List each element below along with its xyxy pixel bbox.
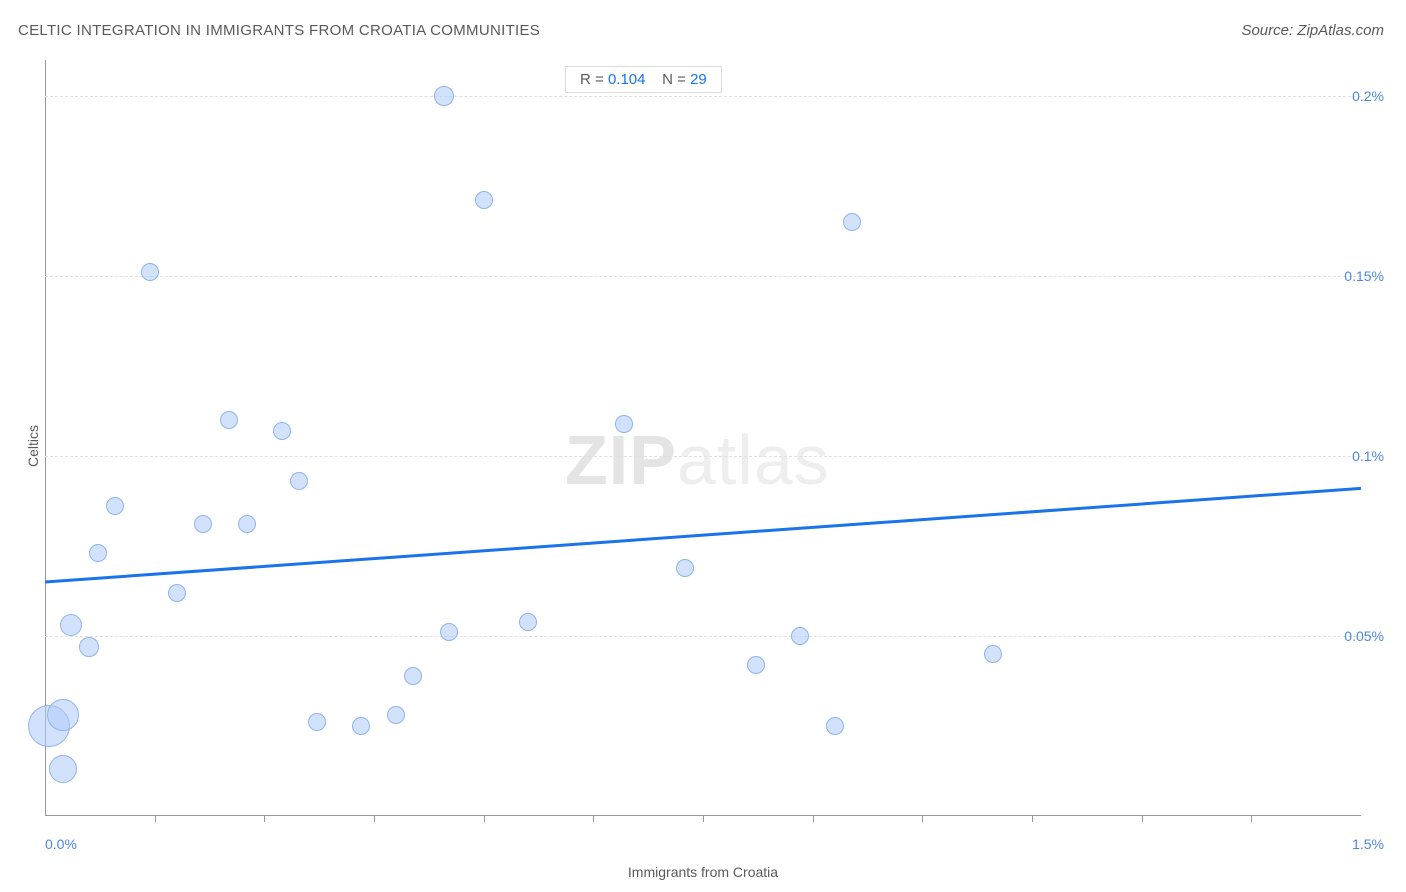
data-point [352, 717, 370, 735]
data-point [475, 191, 493, 209]
data-point [843, 213, 861, 231]
n-value: 29 [690, 71, 707, 88]
y-tick-label: 0.05% [1344, 628, 1384, 644]
grid-line [45, 636, 1361, 637]
data-point [60, 614, 82, 636]
data-point [984, 645, 1002, 663]
y-axis-line [45, 60, 46, 816]
x-tick [484, 816, 485, 822]
data-point [106, 497, 124, 515]
x-tick [922, 816, 923, 822]
watermark-zip: ZIP [565, 421, 677, 499]
data-point [89, 544, 107, 562]
r-value: 0.104 [608, 71, 646, 88]
grid-line [45, 456, 1361, 457]
source-attribution: Source: ZipAtlas.com [1241, 22, 1384, 39]
data-point [434, 86, 454, 106]
data-point [79, 637, 99, 657]
watermark-atlas: atlas [677, 421, 830, 499]
data-point [238, 515, 256, 533]
data-point [440, 623, 458, 641]
grid-line [45, 276, 1361, 277]
data-point [220, 411, 238, 429]
data-point [308, 713, 326, 731]
chart-title: CELTIC INTEGRATION IN IMMIGRANTS FROM CR… [18, 22, 540, 39]
x-tick [593, 816, 594, 822]
y-tick-label: 0.15% [1344, 268, 1384, 284]
grid-line [45, 96, 1361, 97]
data-point [676, 559, 694, 577]
data-point [615, 415, 633, 433]
data-point [519, 613, 537, 631]
data-point [747, 656, 765, 674]
data-point [273, 422, 291, 440]
data-point [387, 706, 405, 724]
watermark: ZIPatlas [565, 420, 830, 500]
data-point [826, 717, 844, 735]
y-axis-label: Celtics [25, 425, 41, 467]
x-tick [264, 816, 265, 822]
data-point [141, 263, 159, 281]
y-tick-label: 0.1% [1352, 448, 1384, 464]
data-point [47, 699, 79, 731]
n-label: N = [662, 71, 686, 88]
x-axis-label: Immigrants from Croatia [628, 864, 778, 880]
x-min-value: 0.0% [45, 836, 77, 852]
data-point [290, 472, 308, 490]
x-tick [1032, 816, 1033, 822]
x-tick [703, 816, 704, 822]
stats-legend: R = 0.104 N = 29 [565, 66, 722, 93]
y-tick-label: 0.2% [1352, 88, 1384, 104]
x-tick [1251, 816, 1252, 822]
trend-line [45, 60, 1361, 816]
data-point [791, 627, 809, 645]
x-tick [155, 816, 156, 822]
data-point [404, 667, 422, 685]
x-tick [813, 816, 814, 822]
r-label: R = [580, 71, 604, 88]
scatter-plot-area: ZIPatlas R = 0.104 N = 29 [45, 60, 1361, 816]
data-point [49, 755, 77, 783]
x-tick [1142, 816, 1143, 822]
x-tick [374, 816, 375, 822]
data-point [194, 515, 212, 533]
x-max-value: 1.5% [1352, 836, 1384, 852]
data-point [168, 584, 186, 602]
